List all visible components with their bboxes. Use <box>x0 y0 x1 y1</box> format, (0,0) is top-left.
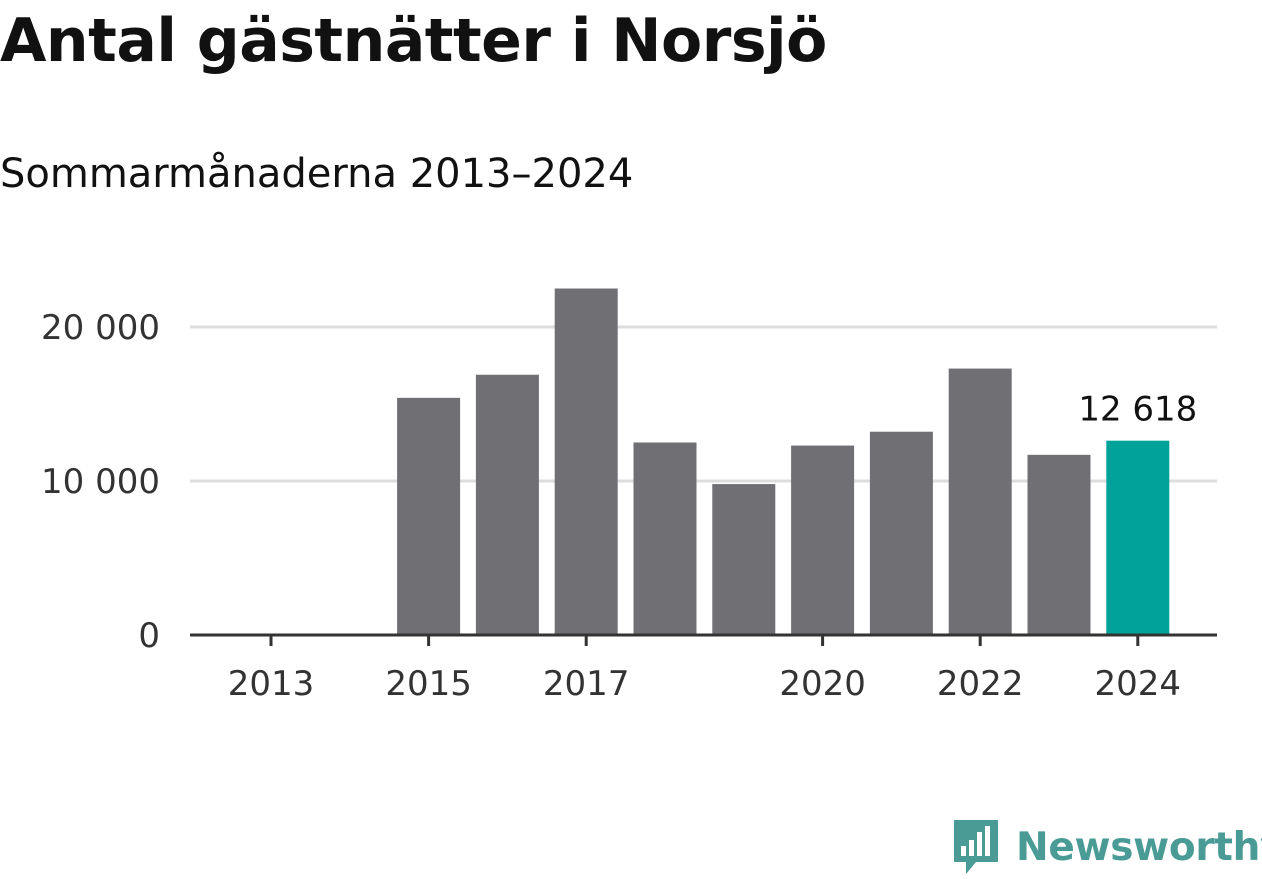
value-label-2024: 12 618 <box>1078 390 1197 430</box>
x-tick-label: 2020 <box>779 664 866 704</box>
y-tick-label: 0 <box>138 616 160 656</box>
x-tick-label: 2013 <box>228 664 315 704</box>
y-tick-label: 20 000 <box>41 308 160 348</box>
brand-logo: Newsworthy <box>950 816 1262 878</box>
bar-2024 <box>1106 440 1170 635</box>
bar-2018 <box>633 442 697 635</box>
x-tick-label: 2024 <box>1095 664 1182 704</box>
bar-2020 <box>791 445 855 635</box>
bar-2019 <box>712 484 776 635</box>
bar-2022 <box>948 368 1012 635</box>
bar-2021 <box>869 431 933 635</box>
bars <box>397 288 1170 635</box>
y-tick-label: 10 000 <box>41 462 160 502</box>
axes <box>190 633 1217 646</box>
labels: 0 10 000 20 000 2013 2015 2017 2020 2022 2024 12 … <box>41 308 1197 704</box>
brand-name: Newsworthy <box>1016 824 1262 870</box>
bar-2016 <box>475 374 539 635</box>
chart-subtitle: Sommarmånaderna 2013–2024 <box>0 151 634 197</box>
chart-title: Antal gästnätter i Norsjö <box>0 6 827 76</box>
x-tick-label: 2017 <box>543 664 630 704</box>
bar-chart-speech-bubble-icon <box>954 820 998 874</box>
x-tick-label: 2022 <box>937 664 1024 704</box>
x-tick-label: 2015 <box>385 664 472 704</box>
bar-2023 <box>1027 454 1091 635</box>
bar-2015 <box>397 397 461 635</box>
bar-2017 <box>554 288 618 635</box>
